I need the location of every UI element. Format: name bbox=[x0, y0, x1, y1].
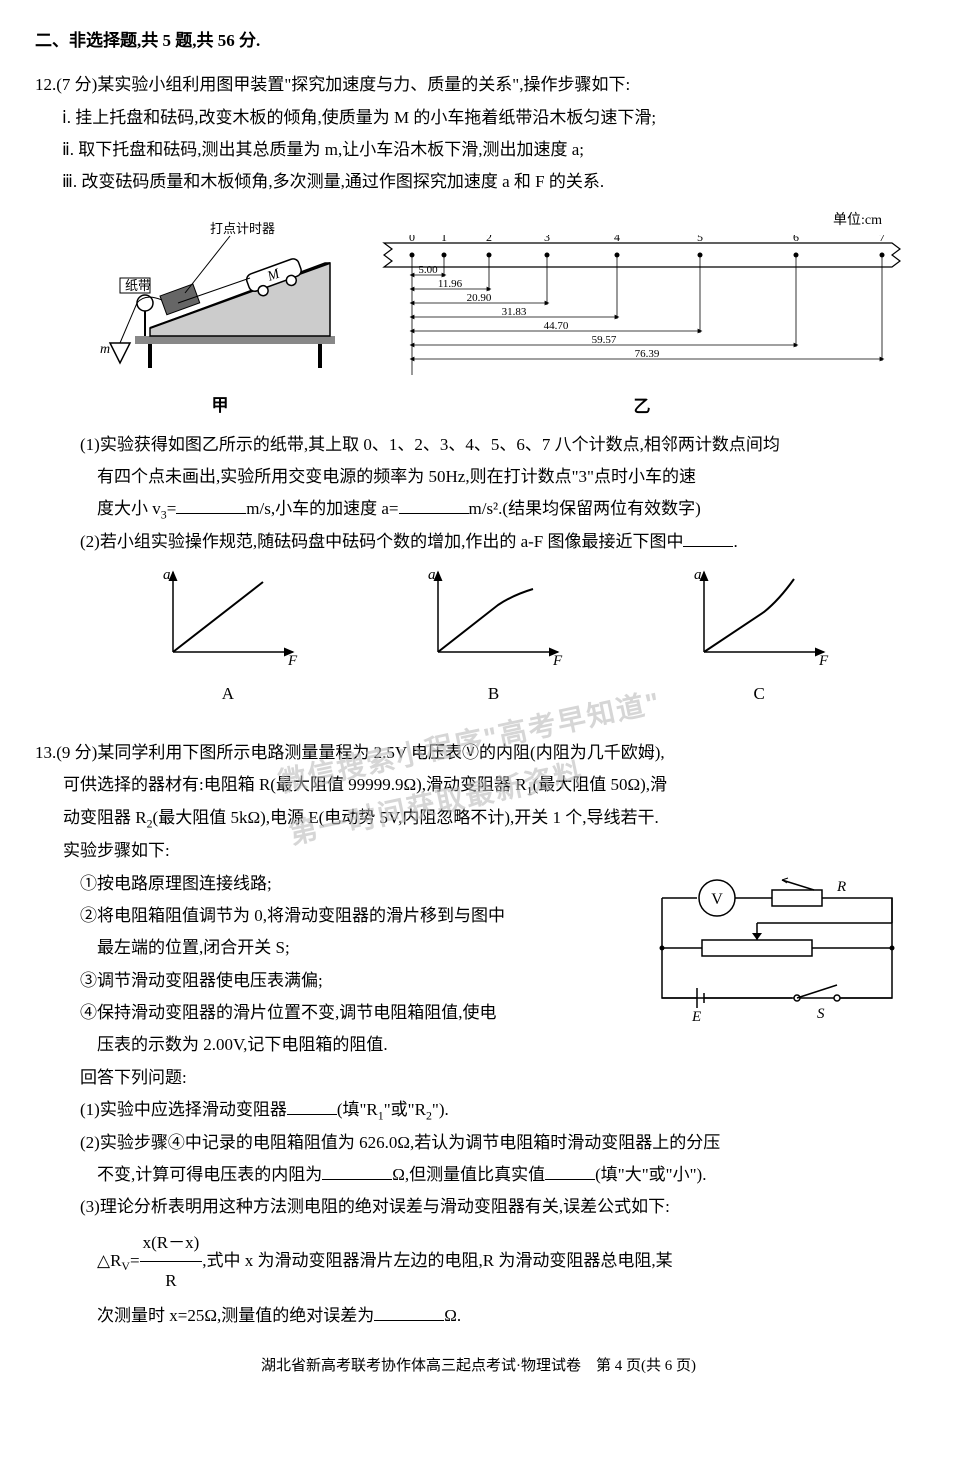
blank-graph bbox=[683, 530, 733, 547]
q13-step4b: 压表的示数为 2.00V,记下电阻箱的阻值. bbox=[35, 1029, 922, 1061]
q13-p2b: 不变,计算可得电压表的内阻为Ω,但测量值比真实值(填"大"或"小"). bbox=[35, 1159, 922, 1191]
blank-error bbox=[374, 1304, 444, 1321]
graph-label-c: C bbox=[679, 678, 839, 710]
tape-label: 纸带 bbox=[125, 278, 151, 293]
q12-p1c: 度大小 v3=m/s,小车的加速度 a=m/s².(结果均保留两位有效数字) bbox=[35, 493, 922, 526]
graph-a: a F A bbox=[148, 567, 308, 711]
svg-text:F: F bbox=[818, 653, 829, 667]
svg-text:6: 6 bbox=[793, 235, 799, 244]
circuit-diagram: V R bbox=[642, 873, 912, 1034]
graph-label-b: B bbox=[413, 678, 573, 710]
svg-text:a: a bbox=[163, 567, 171, 583]
svg-text:3: 3 bbox=[544, 235, 550, 244]
q13-p3a: (3)理论分析表明用这种方法测电阻的绝对误差与滑动变阻器有关,误差公式如下: bbox=[35, 1191, 922, 1223]
svg-text:0: 0 bbox=[409, 235, 415, 244]
svg-text:4: 4 bbox=[614, 235, 620, 244]
section-title: 二、非选择题,共 5 题,共 56 分. bbox=[35, 25, 922, 57]
q12-step-ii: ⅱ. 取下托盘和砝码,测出其总质量为 m,让小车沿木板下滑,测出加速度 a; bbox=[35, 134, 922, 166]
svg-text:R: R bbox=[836, 879, 846, 895]
question-13: 13.(9 分)某同学利用下图所示电路测量量程为 2.5V 电压表Ⓥ的内阻(内阻… bbox=[35, 737, 922, 1332]
svg-text:7: 7 bbox=[879, 235, 885, 244]
q12-diagrams: M m 打点计时器 纸带 bbox=[35, 198, 922, 428]
svg-text:F: F bbox=[552, 653, 563, 667]
q12-step-i: ⅰ. 挂上托盘和砝码,改变木板的倾角,使质量为 M 的小车拖着纸带沿木板匀速下滑… bbox=[35, 102, 922, 134]
svg-text:S: S bbox=[817, 1006, 825, 1022]
blank-rheostat bbox=[287, 1098, 337, 1115]
svg-text:1: 1 bbox=[441, 235, 447, 244]
blank-ohm bbox=[322, 1163, 392, 1180]
q12-p1b: 有四个点未画出,实验所用交变电源的频率为 50Hz,则在打计数点"3"点时小车的… bbox=[35, 461, 922, 493]
svg-text:59.57: 59.57 bbox=[592, 334, 617, 346]
svg-text:m: m bbox=[100, 342, 110, 357]
q13-p1: (1)实验中应选择滑动变阻器(填"R1"或"R2"). bbox=[35, 1094, 922, 1127]
label-yi: 乙 bbox=[382, 391, 902, 423]
graph-b: a F B bbox=[413, 567, 573, 711]
svg-text:5.00: 5.00 bbox=[418, 264, 438, 276]
svg-text:44.70: 44.70 bbox=[544, 320, 569, 332]
label-jia: 甲 bbox=[90, 390, 350, 422]
svg-text:76.39: 76.39 bbox=[635, 348, 660, 360]
blank-compare bbox=[545, 1163, 595, 1180]
question-12: 12.(7 分)某实验小组利用图甲装置"探究加速度与力、质量的关系",操作步骤如… bbox=[35, 69, 922, 722]
svg-text:a: a bbox=[694, 567, 702, 583]
svg-text:F: F bbox=[287, 653, 298, 667]
q13-p3c: 次测量时 x=25Ω,测量值的绝对误差为Ω. bbox=[35, 1300, 922, 1332]
q13-p3b: △RV=x(R－x)R,式中 x 为滑动变阻器滑片左边的电阻,R 为滑动变阻器总… bbox=[35, 1224, 922, 1300]
diagram-yi: 单位:cm 0 1 2 3 4 5 6 7 bbox=[382, 208, 902, 423]
svg-text:2: 2 bbox=[486, 235, 492, 244]
svg-text:5: 5 bbox=[697, 235, 703, 244]
graph-c: a F C bbox=[679, 567, 839, 711]
q13-p2a: (2)实验步骤④中记录的电阻箱阻值为 626.0Ω,若认为调节电阻箱时滑动变阻器… bbox=[35, 1127, 922, 1159]
blank-a bbox=[399, 497, 469, 514]
q13-header-c: 动变阻器 R2(最大阻值 5kΩ),电源 E(电动势 5V,内阻忽略不计),开关… bbox=[35, 802, 922, 835]
svg-text:a: a bbox=[428, 567, 436, 583]
svg-text:11.96: 11.96 bbox=[438, 278, 463, 290]
unit-label: 单位:cm bbox=[382, 208, 902, 235]
q12-graphs: a F A a F B a F bbox=[35, 559, 922, 723]
svg-text:E: E bbox=[691, 1009, 701, 1023]
timer-label: 打点计时器 bbox=[210, 221, 275, 236]
q12-p1a: (1)实验获得如图乙所示的纸带,其上取 0、1、2、3、4、5、6、7 八个计数… bbox=[35, 429, 922, 461]
q13-steps-title: 实验步骤如下: bbox=[35, 835, 922, 867]
diagram-jia: M m 打点计时器 纸带 bbox=[90, 208, 350, 423]
blank-v3 bbox=[176, 497, 246, 514]
q12-header: 12.(7 分)某实验小组利用图甲装置"探究加速度与力、质量的关系",操作步骤如… bbox=[35, 69, 922, 101]
svg-text:V: V bbox=[711, 891, 723, 908]
q13-header-a: 13.(9 分)某同学利用下图所示电路测量量程为 2.5V 电压表Ⓥ的内阻(内阻… bbox=[35, 737, 922, 769]
graph-label-a: A bbox=[148, 678, 308, 710]
svg-text:20.90: 20.90 bbox=[467, 292, 492, 304]
q12-p2: (2)若小组实验操作规范,随砝码盘中砝码个数的增加,作出的 a-F 图像最接近下… bbox=[35, 526, 922, 558]
svg-text:31.83: 31.83 bbox=[502, 306, 527, 318]
q12-step-iii: ⅲ. 改变砝码质量和木板倾角,多次测量,通过作图探究加速度 a 和 F 的关系. bbox=[35, 166, 922, 198]
q13-answer-title: 回答下列问题: bbox=[35, 1062, 922, 1094]
q13-header-b: 可供选择的器材有:电阻箱 R(最大阻值 99999.9Ω),滑动变阻器 R1(最… bbox=[35, 769, 922, 802]
page-footer: 湖北省新高考联考协作体高三起点考试·物理试卷 第 4 页(共 6 页) bbox=[35, 1352, 922, 1381]
